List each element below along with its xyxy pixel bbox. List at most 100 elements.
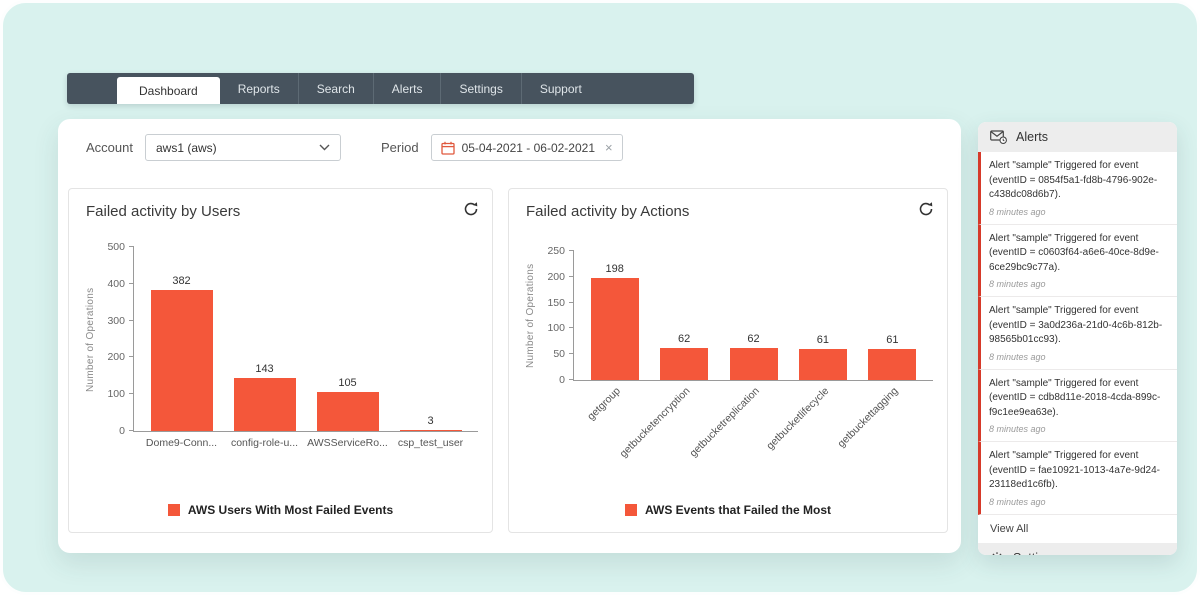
y-tick-mark [569,250,574,251]
bar-chart-users: Number of Operations 0 100 200 300 400 500 382… [85,241,478,449]
x-category-label: csp_test_user [397,437,464,449]
refresh-icon[interactable] [463,201,479,217]
card-failed-activity-actions: Failed activity by Actions Number of Ope… [508,188,948,533]
legend-label: AWS Users With Most Failed Events [187,503,394,517]
alert-item[interactable]: Alert "sample" Triggered for event (even… [978,152,1177,225]
alert-timestamp: 8 minutes ago [989,279,1046,289]
period-date-input[interactable]: 05-04-2021 - 06-02-2021 × [430,134,623,161]
y-tick-label: 0 [559,374,565,386]
bar-getbuckettagging[interactable]: 61 [868,334,917,380]
plot-area: 0 100 200 300 400 500 382 Dome9-Conn... 143 confi… [107,241,478,449]
bar-getgroup[interactable]: 198 [590,263,639,380]
clear-date-icon[interactable]: × [604,140,613,155]
alert-timestamp: 8 minutes ago [989,496,1046,507]
x-category-label: config-role-u... [230,437,299,449]
alert-item[interactable]: Alert "sample" Triggered for event (even… [978,224,1177,297]
account-label: Account [86,140,133,155]
y-tick-mark [129,319,134,321]
y-tick-mark [569,327,574,329]
period-label: Period [380,140,419,155]
bar-group: 105 AWSServiceRo... [306,247,389,449]
bar-group: 61 getbuckettagging [836,251,927,450]
bar-group: 62 getbucketreplication [687,251,788,460]
bar-value-label: 143 [255,363,274,376]
x-category-label: Dome9-Conn... [145,437,218,449]
bar-group: 3 csp_test_user [389,247,472,449]
refresh-icon[interactable] [918,201,934,217]
y-tick-mark [129,246,134,247]
tab-dashboard[interactable]: Dashboard [117,77,220,104]
alert-item[interactable]: Alert "sample" Triggered for event (even… [978,442,1177,515]
alert-item[interactable]: Alert "sample" Triggered for event (even… [978,297,1177,370]
bar-group: 143 config-role-u... [223,247,306,449]
alert-text: Alert "sample" Triggered for event (even… [989,377,1161,418]
x-category-label: getbucketencryption [617,385,693,460]
y-tick-mark [569,379,574,380]
settings-icon [992,551,1002,555]
y-tick-mark [129,393,134,395]
alert-timestamp: 8 minutes ago [989,424,1046,434]
y-tick-label: 400 [107,277,125,290]
chart-legend: AWS Events that Failed the Most [509,503,947,517]
alert-text: Alert "sample" Triggered for event (even… [989,232,1159,273]
bar-getbucketreplication[interactable]: 62 [729,333,778,380]
legend-swatch [624,504,637,516]
y-axis-label: Number of Operations [525,263,536,369]
bar-group: 382 Dome9-Conn... [140,247,223,449]
x-category-label: getbuckettagging [835,385,901,451]
alerts-sidebar: Alerts Alert "sample" Triggered for even… [978,122,1177,555]
y-tick-mark [569,275,574,277]
alert-item[interactable]: Alert "sample" Triggered for event (even… [978,369,1177,442]
tab-reports[interactable]: Reports [237,81,280,96]
y-tick-label: 100 [547,322,565,335]
y-tick-label: 200 [547,270,565,283]
y-tick-label: 500 [107,241,125,253]
tab-support[interactable]: Support [520,73,600,104]
y-tick-label: 300 [107,314,125,327]
bar-AWSServiceRo...[interactable]: 105 [316,377,379,431]
bar-Dome9-Conn...[interactable]: 382 [150,275,213,431]
bar-value-label: 3 [427,414,434,427]
bar-getbucketencryption[interactable]: 62 [660,333,709,380]
bar-value-label: 61 [886,333,899,346]
alert-text: Alert "sample" Triggered for event (even… [989,160,1158,200]
y-axis-label: Number of Operations [85,287,96,392]
y-tick-label: 200 [107,351,125,364]
settings-section[interactable]: Settings [978,542,1177,556]
bar-value-label: 382 [172,275,191,288]
y-tick-mark [129,356,134,358]
dashboard-panel: Account aws1 (aws) Period 05-04-2021 - 0… [58,119,961,553]
bar-getbucketlifecycle[interactable]: 61 [798,334,847,380]
tab-alerts[interactable]: Alerts [372,73,441,104]
bar-config-role-u...[interactable]: 143 [233,363,296,431]
bar-value-label: 61 [816,333,830,346]
alert-text: Alert "sample" Triggered for event (even… [989,450,1160,490]
plot-area: 0 50 100 150 200 250 198 getgroup 62 getbucketenc… [547,245,933,460]
alerts-icon [990,130,1007,144]
y-tick-mark [129,282,134,284]
bar-value-label: 62 [747,333,760,346]
tab-search[interactable]: Search [297,73,373,104]
tab-settings[interactable]: Settings [440,73,520,104]
bar-csp_test_user[interactable]: 3 [399,415,462,431]
y-tick-label: 250 [547,245,565,257]
chevron-down-icon [319,144,330,151]
y-tick-label: 100 [107,388,125,401]
settings-label: Settings [1013,551,1058,556]
alert-timestamp: 8 minutes ago [989,206,1046,217]
alerts-header[interactable]: Alerts [978,122,1177,152]
y-tick-label: 150 [547,296,565,309]
top-navbar: Dashboard Reports Search Alerts Settings… [67,73,694,104]
card-title: Failed activity by Actions [526,203,690,220]
bar-group: 198 getgroup [580,251,649,423]
bar-chart-actions: Number of Operations 0 50 100 150 200 250 198 g… [525,245,933,460]
filters-row: Account aws1 (aws) Period 05-04-2021 - 0… [86,134,941,161]
account-select[interactable]: aws1 (aws) [144,134,341,161]
y-tick-mark [129,430,134,431]
view-all-link[interactable]: View All [990,522,1029,535]
period-date-value: 05-04-2021 - 06-02-2021 [461,140,595,155]
bar-value-label: 105 [338,377,357,390]
x-category-label: AWSServiceRo... [307,437,388,449]
legend-label: AWS Events that Failed the Most [644,503,832,517]
x-category-label: getbucketlifecycle [764,385,832,453]
